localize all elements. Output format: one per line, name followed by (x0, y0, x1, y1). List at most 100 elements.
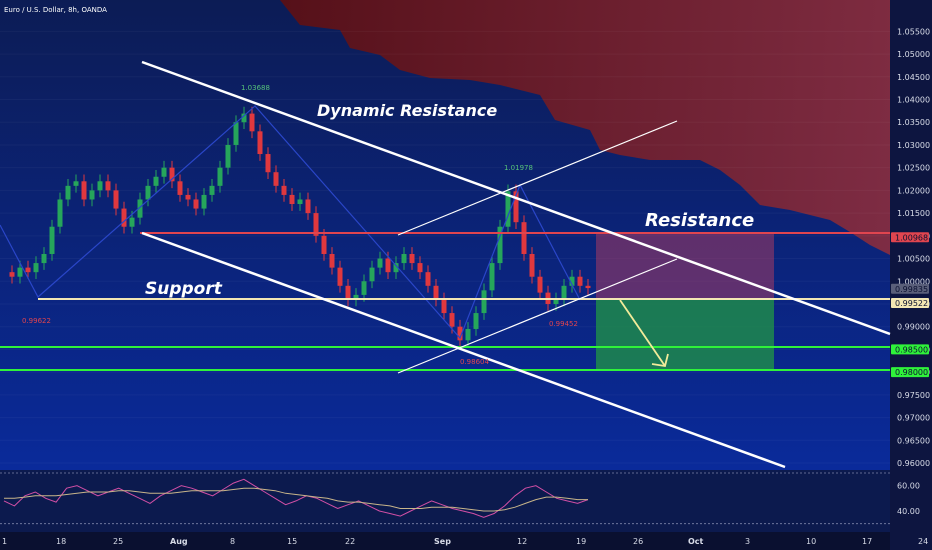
candle-62 (497, 219, 503, 270)
candle-50 (401, 247, 407, 270)
price-tag-text-1: 0.99835 (895, 285, 928, 294)
candle-65 (521, 215, 527, 261)
price-tag-text-3: 0.98500 (895, 345, 928, 354)
price-axis-background (890, 0, 932, 550)
candle-10 (81, 174, 87, 207)
candle-33 (265, 147, 271, 180)
date-tick-1: 18 (56, 537, 66, 546)
rsi-tick-1: 40.00 (897, 507, 920, 516)
candle-5 (41, 247, 47, 270)
price-tick-19: 0.96000 (897, 459, 930, 468)
candle-55 (441, 292, 447, 320)
price-tag-2: 0.99522 (891, 297, 929, 308)
candle-8 (65, 179, 71, 207)
price-tick-7: 1.02000 (897, 186, 930, 195)
candle-42 (337, 260, 343, 293)
wedge-lower-line[interactable] (397, 258, 678, 374)
wedge-upper-line[interactable] (397, 120, 678, 236)
candle-53 (425, 265, 431, 293)
candle-9 (73, 174, 79, 193)
price-tick-4: 1.03500 (897, 118, 930, 127)
candle-60 (481, 283, 487, 320)
candle-43 (345, 278, 351, 307)
candle-52 (417, 256, 423, 279)
date-tick-5: 15 (287, 537, 297, 546)
symbol-title: Euro / U.S. Dollar, 8h, OANDA (4, 6, 107, 14)
date-tick-0: 1 (2, 537, 7, 546)
dynamic-resistance-label: Dynamic Resistance (317, 101, 497, 120)
risk-zone (596, 233, 774, 300)
candle-25 (201, 188, 207, 216)
support-label: Support (145, 279, 223, 299)
candle-36 (289, 188, 295, 211)
candle-14 (113, 183, 119, 216)
price-tag-1: 0.99835 (891, 283, 929, 294)
candle-45 (361, 274, 367, 302)
price-tick-2: 1.04500 (897, 73, 930, 82)
date-tick-3: Aug (170, 537, 188, 546)
price-tick-13: 0.99000 (897, 323, 930, 332)
candle-54 (433, 278, 439, 307)
candle-23 (185, 188, 191, 207)
peak-high-label-1: 1.03688 (241, 84, 270, 92)
candle-73 (585, 278, 591, 295)
price-tick-10: 1.00500 (897, 255, 930, 264)
cloud-area (280, 0, 890, 255)
indicator-pane-background (0, 470, 890, 532)
date-axis: 1 18 25 Aug 8 15 22 Sep 12 19 26 Oct 3 10 17 24 (2, 537, 928, 546)
candle-4 (33, 256, 39, 279)
candle-61 (489, 256, 495, 298)
price-tag-text-4: 0.98000 (895, 368, 928, 377)
price-tick-5: 1.03000 (897, 141, 930, 150)
price-tick-3: 1.04000 (897, 96, 930, 105)
candle-63 (505, 184, 511, 234)
price-tag-3: 0.98500 (891, 344, 929, 355)
price-tag-text-0: 1.00968 (895, 233, 928, 242)
candle-29 (233, 115, 239, 152)
price-tick-11: 1.00000 (897, 277, 930, 286)
price-tag-4: 0.98000 (891, 367, 929, 378)
candle-21 (169, 160, 175, 189)
candle-7 (57, 192, 63, 234)
candle-26 (209, 179, 215, 202)
price-tags: 1.00968 0.99835 0.99522 0.98500 0.98000 (891, 232, 929, 378)
price-tag-text-2: 0.99522 (895, 299, 928, 308)
candle-19 (153, 169, 159, 193)
candle-20 (161, 160, 167, 184)
candle-46 (369, 260, 375, 289)
candle-13 (105, 174, 111, 198)
peak-high-label-2: 1.01978 (504, 164, 533, 172)
date-tick-10: 26 (633, 537, 643, 546)
price-tag-0: 1.00968 (891, 232, 929, 243)
date-tick-12: 3 (745, 537, 750, 546)
candle-11 (89, 183, 95, 207)
candle-59 (473, 306, 479, 336)
date-tick-11: Oct (688, 537, 704, 546)
date-tick-15: 24 (918, 537, 928, 546)
projection-arrow (619, 299, 666, 367)
price-tick-17: 0.97000 (897, 414, 930, 423)
candle-12 (97, 174, 103, 198)
candle-41 (329, 247, 335, 275)
candle-15 (121, 201, 127, 234)
candle-47 (377, 251, 383, 275)
ichimoku-cloud (280, 0, 890, 255)
price-tick-8: 1.01500 (897, 209, 930, 218)
candle-37 (297, 192, 303, 211)
date-tick-14: 17 (862, 537, 872, 546)
candle-27 (217, 160, 223, 193)
rsi-indicator: 60.00 40.00 (0, 472, 920, 525)
dynamic-resistance-line[interactable] (141, 60, 891, 336)
candle-1 (9, 265, 15, 284)
candle-69 (553, 292, 559, 311)
rsi-series-0 (3, 478, 589, 518)
candle-64 (513, 184, 519, 230)
candle-35 (281, 179, 287, 202)
candle-51 (409, 247, 415, 270)
candle-38 (305, 192, 311, 220)
grid (0, 30, 890, 464)
date-tick-9: 19 (576, 537, 586, 546)
resistance-label: Resistance (645, 210, 754, 231)
lower-channel-line[interactable] (141, 231, 786, 469)
